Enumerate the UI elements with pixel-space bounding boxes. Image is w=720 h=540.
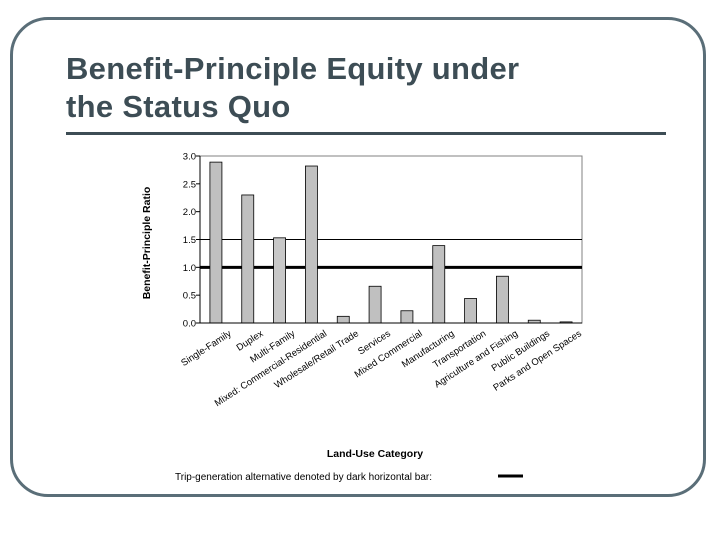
slide-frame: [10, 17, 706, 497]
bar: [496, 275, 509, 324]
title-underline: [66, 132, 666, 135]
bar: [241, 194, 255, 324]
y-tick-label: 2.5: [183, 179, 196, 190]
y-tick-label: 3.0: [183, 152, 196, 163]
slide-title: Benefit-Principle Equity under the Status…: [66, 50, 666, 126]
y-tick-label: 1.0: [183, 263, 196, 274]
slide-title-line-1: Benefit-Principle Equity under: [66, 51, 520, 86]
x-axis-title: Land-Use Category: [327, 448, 423, 460]
y-tick-label: 0.0: [183, 319, 196, 330]
bar: [273, 237, 286, 324]
bar: [432, 245, 446, 324]
bar: [464, 298, 477, 324]
bar: [336, 315, 350, 324]
bar: [305, 165, 318, 324]
y-tick-label: 0.5: [183, 291, 196, 302]
bar: [400, 310, 414, 324]
y-tick-label: 2.0: [183, 207, 196, 218]
y-axis-title: Benefit-Principle Ratio: [141, 187, 153, 300]
slide-title-line-2: the Status Quo: [66, 89, 291, 124]
bar: [209, 161, 223, 324]
y-axis-ticks: 0.0 0.5 1.0 1.5 2.0 2.5 3.0: [183, 152, 201, 330]
bar: [368, 285, 382, 324]
legend-note: Trip-generation alternative denoted by d…: [175, 472, 432, 483]
x-tick-label: Single-Family: [179, 328, 233, 369]
reference-lines: [200, 239, 582, 269]
bars: [200, 161, 582, 324]
y-tick-label: 1.5: [183, 235, 196, 246]
